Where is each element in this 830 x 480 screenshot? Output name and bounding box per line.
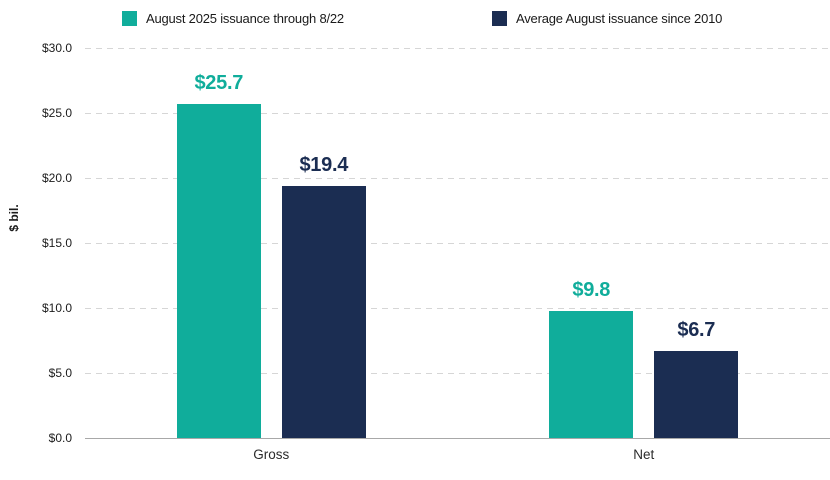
plot-area: $0.0 $5.0 $10.0 $15.0 $20.0 $25.0 $30.0 $25.7 $1… bbox=[42, 41, 830, 445]
bar-group-gross: $25.7 $19.4 bbox=[85, 48, 458, 438]
y-tick-label: $30.0 bbox=[41, 41, 72, 55]
gridline bbox=[85, 112, 830, 114]
y-tick-label: $15.0 bbox=[41, 236, 72, 250]
legend-label-average-august: Average August issuance since 2010 bbox=[516, 11, 723, 26]
x-tick-label-gross: Gross bbox=[253, 447, 290, 462]
bar-group-net: $9.8 $6.7 bbox=[458, 48, 830, 438]
gridline bbox=[85, 307, 830, 309]
y-tick-label: $25.0 bbox=[41, 105, 72, 120]
bar-value-label: $19.4 bbox=[299, 153, 349, 176]
gridline bbox=[85, 373, 830, 374]
y-tick-label: $5.0 bbox=[48, 366, 72, 380]
bar-value-label: $9.8 bbox=[572, 278, 611, 301]
y-axis-title: $ bil. bbox=[7, 204, 21, 232]
legend-item-august-2025: August 2025 issuance through 8/22 bbox=[122, 11, 344, 26]
bar-gross-series-1: $19.4 bbox=[281, 154, 366, 438]
legend-swatch-navy-icon bbox=[492, 11, 507, 26]
x-tick-label-net: Net bbox=[633, 447, 655, 462]
bar-value-label: $25.7 bbox=[194, 71, 244, 94]
legend-swatch-teal-icon bbox=[122, 11, 137, 26]
gridline bbox=[85, 48, 830, 49]
gridline bbox=[85, 243, 830, 244]
bar-value-label: $6.7 bbox=[677, 318, 716, 341]
gridline bbox=[85, 177, 830, 179]
bar-net-series-0: $9.8 bbox=[549, 279, 634, 438]
bar-net-series-1: $6.7 bbox=[654, 319, 739, 438]
legend-label-august-2025: August 2025 issuance through 8/22 bbox=[146, 11, 344, 26]
x-axis-labels: Gross Net bbox=[85, 447, 830, 462]
y-tick-label: $0.0 bbox=[48, 431, 72, 445]
bar-groups: $25.7 $19.4 $9.8 $6.7 bbox=[85, 48, 830, 438]
y-tick-label: $20.0 bbox=[41, 170, 72, 185]
bar-gross-series-0: $25.7 bbox=[176, 72, 261, 438]
y-tick-label: $10.0 bbox=[41, 300, 72, 315]
x-axis-line bbox=[85, 438, 830, 439]
legend-item-average-august: Average August issuance since 2010 bbox=[492, 11, 722, 26]
